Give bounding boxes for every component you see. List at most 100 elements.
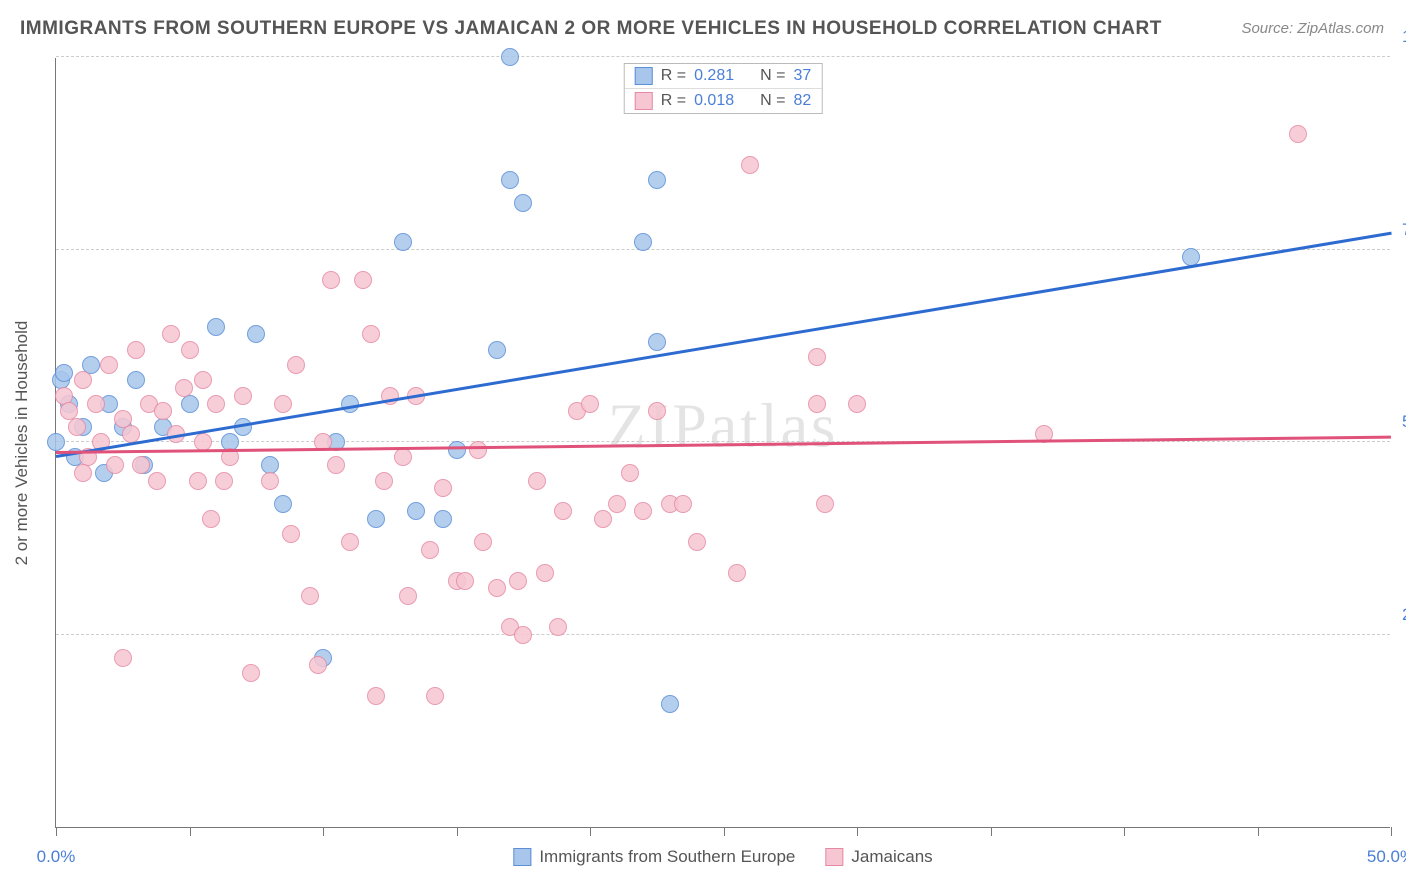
- scatter-point-pink: [394, 448, 412, 466]
- x-tick: [190, 827, 191, 836]
- scatter-point-pink: [728, 564, 746, 582]
- scatter-point-pink: [207, 395, 225, 413]
- scatter-point-blue: [55, 364, 73, 382]
- scatter-point-pink: [474, 533, 492, 551]
- scatter-point-pink: [1289, 125, 1307, 143]
- scatter-point-pink: [648, 402, 666, 420]
- scatter-point-pink: [309, 656, 327, 674]
- scatter-point-pink: [287, 356, 305, 374]
- x-tick-label: 50.0%: [1367, 847, 1406, 867]
- scatter-point-pink: [741, 156, 759, 174]
- scatter-point-blue: [341, 395, 359, 413]
- scatter-point-pink: [808, 395, 826, 413]
- x-tick: [1391, 827, 1392, 836]
- x-tick: [1258, 827, 1259, 836]
- legend-label: Immigrants from Southern Europe: [539, 847, 795, 867]
- scatter-point-pink: [594, 510, 612, 528]
- scatter-point-pink: [608, 495, 626, 513]
- scatter-point-pink: [399, 587, 417, 605]
- scatter-point-blue: [501, 171, 519, 189]
- scatter-point-pink: [688, 533, 706, 551]
- scatter-point-pink: [434, 479, 452, 497]
- scatter-point-pink: [354, 271, 372, 289]
- scatter-point-pink: [581, 395, 599, 413]
- scatter-point-pink: [234, 387, 252, 405]
- series-legend: Immigrants from Southern Europe Jamaican…: [513, 847, 932, 867]
- scatter-point-pink: [528, 472, 546, 490]
- scatter-point-pink: [816, 495, 834, 513]
- scatter-point-blue: [648, 171, 666, 189]
- scatter-point-blue: [367, 510, 385, 528]
- x-tick: [323, 827, 324, 836]
- scatter-point-pink: [674, 495, 692, 513]
- scatter-point-pink: [554, 502, 572, 520]
- scatter-point-blue: [634, 233, 652, 251]
- scatter-point-blue: [448, 441, 466, 459]
- scatter-point-pink: [261, 472, 279, 490]
- scatter-point-blue: [648, 333, 666, 351]
- scatter-point-pink: [154, 402, 172, 420]
- scatter-point-blue: [394, 233, 412, 251]
- trend-line-blue: [56, 232, 1391, 458]
- scatter-point-blue: [181, 395, 199, 413]
- scatter-point-blue: [514, 194, 532, 212]
- y-axis-label: 2 or more Vehicles in Household: [12, 320, 32, 565]
- watermark: ZIPatlas: [608, 392, 839, 463]
- scatter-point-pink: [341, 533, 359, 551]
- scatter-point-blue: [661, 695, 679, 713]
- scatter-point-pink: [100, 356, 118, 374]
- scatter-point-pink: [848, 395, 866, 413]
- scatter-point-pink: [189, 472, 207, 490]
- legend-swatch-blue: [513, 848, 531, 866]
- legend-swatch-blue: [635, 67, 653, 85]
- correlation-legend: R = 0.281 N = 37 R = 0.018 N = 82: [624, 63, 823, 114]
- scatter-point-pink: [202, 510, 220, 528]
- scatter-point-pink: [194, 371, 212, 389]
- scatter-point-pink: [549, 618, 567, 636]
- scatter-point-pink: [132, 456, 150, 474]
- x-tick-label: 0.0%: [37, 847, 76, 867]
- gridline: [56, 56, 1390, 57]
- scatter-point-pink: [181, 341, 199, 359]
- scatter-point-pink: [87, 395, 105, 413]
- scatter-point-pink: [68, 418, 86, 436]
- legend-row-series-1: R = 0.281 N = 37: [625, 64, 822, 88]
- scatter-point-pink: [162, 325, 180, 343]
- legend-n-label: N =: [760, 92, 785, 110]
- legend-item-series-2: Jamaicans: [825, 847, 932, 867]
- x-tick: [991, 827, 992, 836]
- scatter-point-blue: [407, 502, 425, 520]
- scatter-point-pink: [514, 626, 532, 644]
- legend-item-series-1: Immigrants from Southern Europe: [513, 847, 795, 867]
- scatter-point-pink: [421, 541, 439, 559]
- scatter-point-pink: [362, 325, 380, 343]
- x-tick: [724, 827, 725, 836]
- scatter-point-pink: [469, 441, 487, 459]
- scatter-point-pink: [456, 572, 474, 590]
- scatter-point-pink: [74, 464, 92, 482]
- y-tick-label: 100.0%: [1402, 27, 1406, 47]
- trend-line-pink: [56, 436, 1391, 454]
- scatter-point-pink: [106, 456, 124, 474]
- scatter-point-pink: [367, 687, 385, 705]
- scatter-point-pink: [74, 371, 92, 389]
- plot-area: 2 or more Vehicles in Household ZIPatlas…: [55, 58, 1390, 828]
- chart-title: IMMIGRANTS FROM SOUTHERN EUROPE VS JAMAI…: [20, 18, 1162, 40]
- gridline: [56, 441, 1390, 442]
- gridline: [56, 634, 1390, 635]
- legend-swatch-pink: [825, 848, 843, 866]
- scatter-point-pink: [282, 525, 300, 543]
- x-tick: [1124, 827, 1125, 836]
- scatter-point-blue: [47, 433, 65, 451]
- scatter-point-blue: [207, 318, 225, 336]
- y-tick-label: 75.0%: [1402, 220, 1406, 240]
- scatter-point-pink: [301, 587, 319, 605]
- scatter-point-pink: [148, 472, 166, 490]
- legend-r-value-1: 0.281: [694, 67, 734, 85]
- x-tick: [590, 827, 591, 836]
- scatter-point-pink: [375, 472, 393, 490]
- scatter-point-pink: [509, 572, 527, 590]
- legend-n-label: N =: [760, 67, 785, 85]
- legend-n-value-1: 37: [793, 67, 811, 85]
- scatter-point-blue: [488, 341, 506, 359]
